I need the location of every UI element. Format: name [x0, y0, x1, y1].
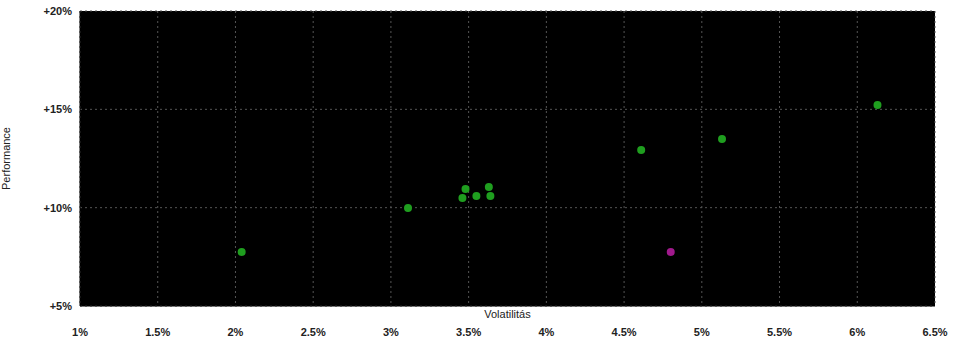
svg-text:+5%: +5%	[50, 300, 73, 312]
svg-text:+10%: +10%	[44, 202, 73, 214]
svg-text:5%: 5%	[694, 326, 710, 338]
svg-text:1%: 1%	[72, 326, 88, 338]
svg-text:3.5%: 3.5%	[456, 326, 481, 338]
svg-text:+20%: +20%	[44, 5, 73, 17]
svg-text:1.5%: 1.5%	[145, 326, 170, 338]
svg-text:3%: 3%	[383, 326, 399, 338]
svg-text:6%: 6%	[849, 326, 865, 338]
svg-text:4%: 4%	[538, 326, 554, 338]
svg-text:Performance: Performance	[8, 127, 12, 190]
svg-text:6.5%: 6.5%	[922, 326, 947, 338]
svg-text:2%: 2%	[228, 326, 244, 338]
svg-text:2.5%: 2.5%	[301, 326, 326, 338]
svg-text:Volatilitás: Volatilitás	[484, 308, 531, 320]
svg-text:5.5%: 5.5%	[767, 326, 792, 338]
svg-text:+15%: +15%	[44, 103, 73, 115]
svg-text:4.5%: 4.5%	[612, 326, 637, 338]
